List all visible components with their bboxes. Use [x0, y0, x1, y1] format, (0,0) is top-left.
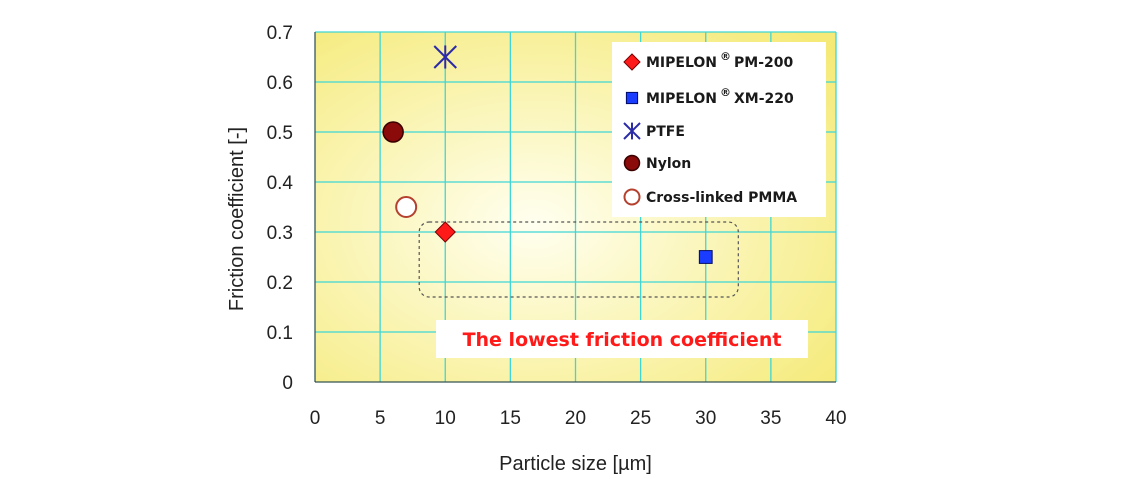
x-axis-title: Particle size [µm] — [499, 453, 652, 475]
x-tick-label: 10 — [435, 408, 456, 429]
y-axis-ticks: 0 0.1 0.2 0.3 0.4 0.5 0.6 0.7 — [267, 23, 294, 394]
legend-background — [612, 42, 826, 217]
x-axis-ticks: 0 5 10 15 20 25 30 35 40 — [310, 408, 847, 429]
legend-marker-circle-filled — [623, 154, 641, 172]
y-tick-label: 0.6 — [267, 73, 293, 94]
data-point-square — [698, 250, 713, 264]
highlight-region — [418, 221, 739, 298]
legend-marker-asterisk — [623, 122, 641, 140]
legend-label: MIPELON ® PM-200 — [646, 50, 794, 71]
y-tick-label: 0.7 — [267, 23, 293, 44]
x-tick-label: 40 — [825, 408, 846, 429]
x-tick-label: 35 — [760, 408, 781, 429]
legend-marker-circle-open — [623, 188, 641, 206]
y-tick-label: 0.5 — [267, 123, 293, 144]
annotation-background — [436, 320, 808, 358]
y-tick-label: 0.4 — [267, 173, 294, 194]
legend-series-name: MIPELON — [646, 91, 717, 107]
y-tick-label: 0.3 — [267, 223, 293, 244]
x-tick-label: 0 — [310, 408, 321, 429]
legend-label: PTFE — [646, 124, 685, 140]
x-tick-label: 20 — [565, 408, 586, 429]
annotation: The lowest friction coefficient — [436, 320, 808, 358]
legend-series-suffix: PM-200 — [734, 55, 793, 71]
legend-label: Cross-linked PMMA — [646, 190, 797, 206]
legend-series-suffix: XM-220 — [734, 91, 794, 107]
annotation-text: The lowest friction coefficient — [463, 329, 782, 351]
x-tick-label: 30 — [695, 408, 716, 429]
y-axis-title: Friction coefficient [-] — [226, 127, 248, 311]
legend-series-name: MIPELON — [646, 55, 717, 71]
data-points — [382, 45, 713, 264]
registered-mark: ® — [720, 86, 731, 99]
legend-label: Nylon — [646, 156, 691, 172]
registered-mark: ® — [720, 50, 731, 63]
x-tick-label: 5 — [375, 408, 386, 429]
legend-marker-square — [625, 91, 639, 105]
x-tick-label: 15 — [500, 408, 521, 429]
legend-marker-diamond — [623, 53, 641, 71]
legend-label: MIPELON ® XM-220 — [646, 86, 794, 107]
data-point-circle-open — [395, 196, 418, 218]
data-point-circle-filled — [382, 121, 404, 143]
y-tick-label: 0.1 — [267, 323, 293, 344]
data-point-diamond — [434, 221, 456, 243]
data-point-asterisk — [433, 45, 457, 69]
x-tick-label: 25 — [630, 408, 651, 429]
highlight-box — [418, 221, 739, 298]
y-tick-label: 0.2 — [267, 273, 293, 294]
y-tick-label: 0 — [282, 373, 293, 394]
